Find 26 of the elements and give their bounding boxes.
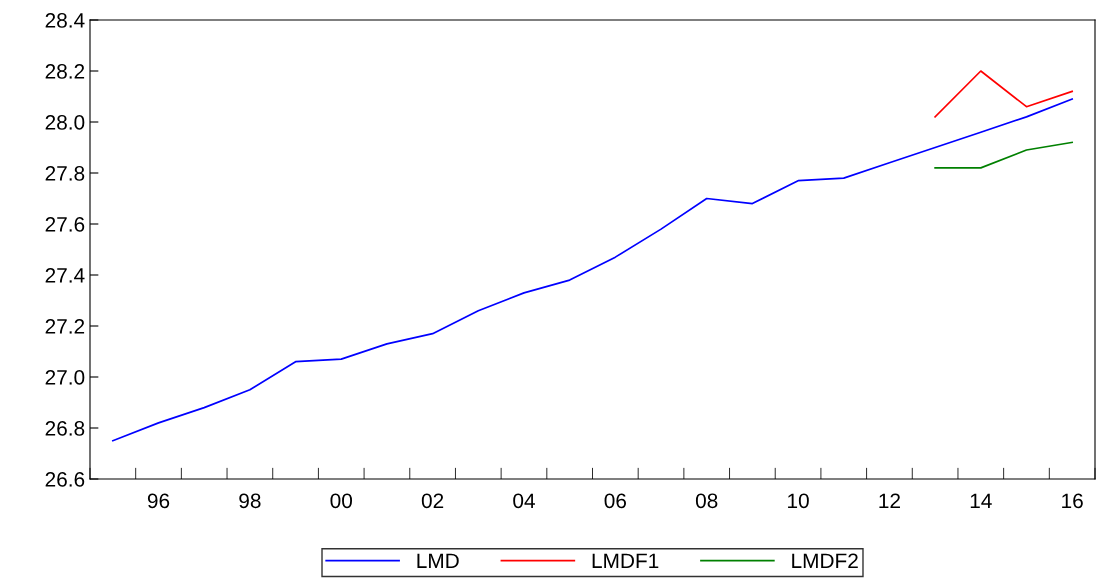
- x-tick-label: 00: [330, 493, 353, 509]
- y-tick-label: 28.2: [45, 64, 85, 79]
- y-tick-label: 27.4: [45, 268, 85, 283]
- y-tick-label: 27.2: [45, 319, 85, 334]
- x-tick-label: 02: [421, 493, 444, 509]
- x-tick-label: 12: [879, 493, 900, 508]
- x-tick-label: 10: [788, 493, 809, 509]
- y-tick-label: 26.6: [45, 472, 85, 487]
- x-tick-label: 98: [239, 493, 261, 509]
- y-tick-label: 26.8: [45, 421, 85, 436]
- x-tick-label: 08: [695, 493, 718, 509]
- line-series: [934, 70, 1073, 118]
- y-tick-label: 27.6: [45, 217, 85, 232]
- x-tick-label: 16: [1062, 493, 1083, 509]
- x-tick-label: 14: [970, 493, 992, 508]
- y-tick-label: 27.0: [45, 370, 85, 385]
- legend-label: LMD: [417, 553, 459, 568]
- y-tick-label: 28.0: [45, 115, 85, 130]
- x-tick-label: 06: [604, 493, 627, 509]
- x-tick-label: 04: [513, 493, 535, 509]
- y-tick-label: 27.8: [45, 166, 85, 181]
- legend-label: LMDF2: [792, 553, 858, 568]
- line-series: [112, 98, 1073, 442]
- x-tick-label: 96: [147, 493, 170, 509]
- y-tick-label: 28.4: [45, 13, 85, 28]
- legend-label: LMDF1: [592, 553, 659, 568]
